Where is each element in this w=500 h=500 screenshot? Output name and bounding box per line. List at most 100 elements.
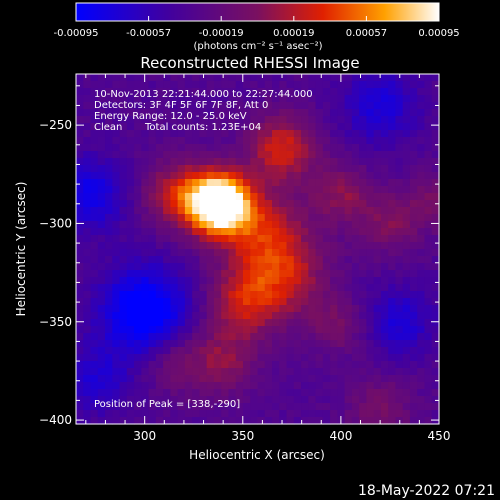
heatmap-cell <box>359 158 367 166</box>
x-axis-label: Heliocentric X (arcsec) <box>189 448 325 462</box>
heatmap-cell <box>163 347 171 355</box>
heatmap-cell <box>272 319 280 327</box>
heatmap-cell <box>126 214 135 222</box>
heatmap-cell <box>126 368 135 376</box>
heatmap-cell <box>330 172 338 180</box>
heatmap-cell <box>388 200 397 208</box>
heatmap-cell <box>242 158 251 166</box>
heatmap-cell <box>380 326 389 334</box>
heatmap-cell <box>301 116 309 124</box>
heatmap-cell <box>221 340 230 348</box>
heatmap-cell <box>126 242 135 250</box>
heatmap-cell <box>315 158 324 166</box>
heatmap-cell <box>380 235 389 243</box>
heatmap-cell <box>279 347 288 355</box>
heatmap-cell <box>337 382 346 390</box>
heatmap-cell <box>184 354 193 362</box>
heatmap-cell <box>424 214 433 222</box>
heatmap-cell <box>242 263 251 271</box>
heatmap-cell <box>279 200 288 208</box>
heatmap-cell <box>373 340 382 348</box>
heatmap-cell <box>242 137 251 145</box>
heatmap-cell <box>330 326 338 334</box>
heatmap-cell <box>177 340 186 348</box>
heatmap-cell <box>395 291 404 299</box>
heatmap-cell <box>359 102 367 110</box>
plot-frame <box>75 73 440 425</box>
heatmap-cell <box>279 305 288 313</box>
heatmap-cell <box>83 256 92 264</box>
heatmap-cell <box>155 347 164 355</box>
heatmap-cell <box>308 361 317 369</box>
heatmap-cell <box>170 200 179 208</box>
heatmap-cell <box>170 130 179 138</box>
heatmap-cell <box>315 88 324 96</box>
heatmap-cell <box>235 263 244 271</box>
heatmap-cell <box>301 270 309 278</box>
heatmap-cell <box>388 368 397 376</box>
heatmap-cell <box>344 375 353 383</box>
heatmap-cell <box>286 326 295 334</box>
heatmap-cell <box>235 382 244 390</box>
heatmap-cell <box>344 130 353 138</box>
colorbar-tick-label: -0.00095 <box>54 28 99 39</box>
heatmap-cell <box>330 95 338 103</box>
heatmap-cell <box>83 221 92 229</box>
heatmap-cell <box>112 193 121 201</box>
heatmap-cell <box>184 361 193 369</box>
heatmap-cell <box>97 74 106 82</box>
heatmap-cell <box>373 123 382 131</box>
heatmap-cell <box>308 333 317 341</box>
heatmap-cell <box>330 340 338 348</box>
heatmap-cell <box>250 214 259 222</box>
heatmap-cell <box>163 298 171 306</box>
heatmap-cell <box>83 361 92 369</box>
heatmap-cell <box>388 410 397 418</box>
heatmap-cell <box>155 319 164 327</box>
heatmap-cell <box>192 228 201 236</box>
heatmap-cell <box>388 263 397 271</box>
heatmap-cell <box>322 172 331 180</box>
heatmap-cell <box>286 354 295 362</box>
heatmap-cell <box>126 88 135 96</box>
heatmap-cell <box>409 151 418 159</box>
heatmap-cell <box>235 312 244 320</box>
heatmap-cell <box>170 137 179 145</box>
heatmap-cell <box>250 137 259 145</box>
heatmap-cell <box>112 368 121 376</box>
heatmap-cell <box>221 312 230 320</box>
heatmap-cell <box>424 228 433 236</box>
heatmap-cell <box>119 214 128 222</box>
heatmap-cell <box>373 361 382 369</box>
heatmap-cell <box>126 298 135 306</box>
heatmap-cell <box>373 200 382 208</box>
heatmap-cell <box>90 298 99 306</box>
heatmap-cell <box>141 340 150 348</box>
heatmap-cell <box>199 256 208 264</box>
heatmap-cell <box>83 368 92 376</box>
heatmap-cell <box>395 95 404 103</box>
heatmap-cell <box>257 340 266 348</box>
heatmap-cell <box>257 74 266 82</box>
heatmap-cell <box>76 347 84 355</box>
heatmap-cell <box>242 228 251 236</box>
heatmap-cell <box>380 270 389 278</box>
heatmap-cell <box>141 88 150 96</box>
heatmap-cell <box>337 249 346 257</box>
heatmap-cell <box>279 291 288 299</box>
heatmap-cell <box>315 242 324 250</box>
heatmap-cell <box>322 340 331 348</box>
heatmap-cell <box>177 361 186 369</box>
heatmap-cell <box>105 102 113 110</box>
axis-ticks: 300 350 400 450−250−300−350−400 <box>39 74 450 443</box>
heatmap-cell <box>395 165 404 173</box>
heatmap-cell <box>293 207 302 215</box>
heatmap-cell <box>97 228 106 236</box>
heatmap-cell <box>272 403 280 411</box>
heatmap-cell <box>330 235 338 243</box>
heatmap-cell <box>235 193 244 201</box>
heatmap-cell <box>105 263 113 271</box>
heatmap-cell <box>417 333 426 341</box>
heatmap-cell <box>97 137 106 145</box>
heatmap-cell <box>366 214 375 222</box>
